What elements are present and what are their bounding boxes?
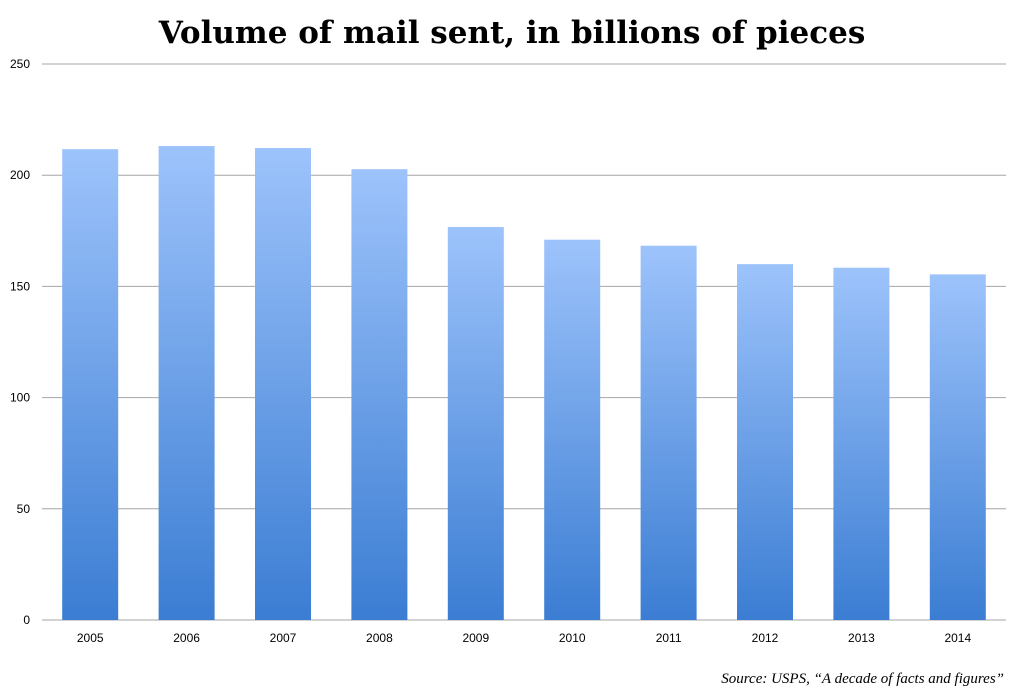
x-axis-ticks: 2005 2006 2007 2008 2009 2010 2011 2012 2013 2014 xyxy=(77,631,972,645)
chart-title: Volume of mail sent, in billions of piec… xyxy=(158,15,866,51)
x-tick-label: 2006 xyxy=(173,631,200,645)
y-tick-label: 250 xyxy=(10,57,30,71)
bar-2007 xyxy=(255,148,311,620)
bars xyxy=(62,146,986,621)
x-tick-label: 2010 xyxy=(559,631,586,645)
x-tick-label: 2013 xyxy=(848,631,875,645)
bar-2009 xyxy=(447,227,504,620)
x-tick-label: 2008 xyxy=(366,631,393,645)
x-tick-label: 2005 xyxy=(77,631,104,645)
bar-2008 xyxy=(351,169,408,621)
y-tick-label: 150 xyxy=(10,279,30,293)
bar-2013 xyxy=(833,267,890,620)
y-tick-label: 100 xyxy=(10,391,30,405)
y-axis-ticks: 0 50 100 150 200 250 xyxy=(10,57,30,627)
bar-2010 xyxy=(544,239,601,621)
source-note: Source: USPS, “A decade of facts and fig… xyxy=(721,671,1004,687)
bar-2005 xyxy=(62,149,119,620)
x-tick-label: 2011 xyxy=(656,631,682,645)
bar-2014 xyxy=(929,274,986,620)
bar-2006 xyxy=(158,146,215,620)
y-tick-label: 50 xyxy=(17,502,31,516)
x-tick-label: 2014 xyxy=(944,631,971,645)
x-tick-label: 2007 xyxy=(270,631,297,645)
x-tick-label: 2009 xyxy=(462,631,489,645)
bar-2011 xyxy=(640,245,697,620)
y-tick-label: 0 xyxy=(23,613,30,627)
bar-2012 xyxy=(737,264,793,620)
x-tick-label: 2012 xyxy=(752,631,779,645)
y-tick-label: 200 xyxy=(10,168,30,182)
